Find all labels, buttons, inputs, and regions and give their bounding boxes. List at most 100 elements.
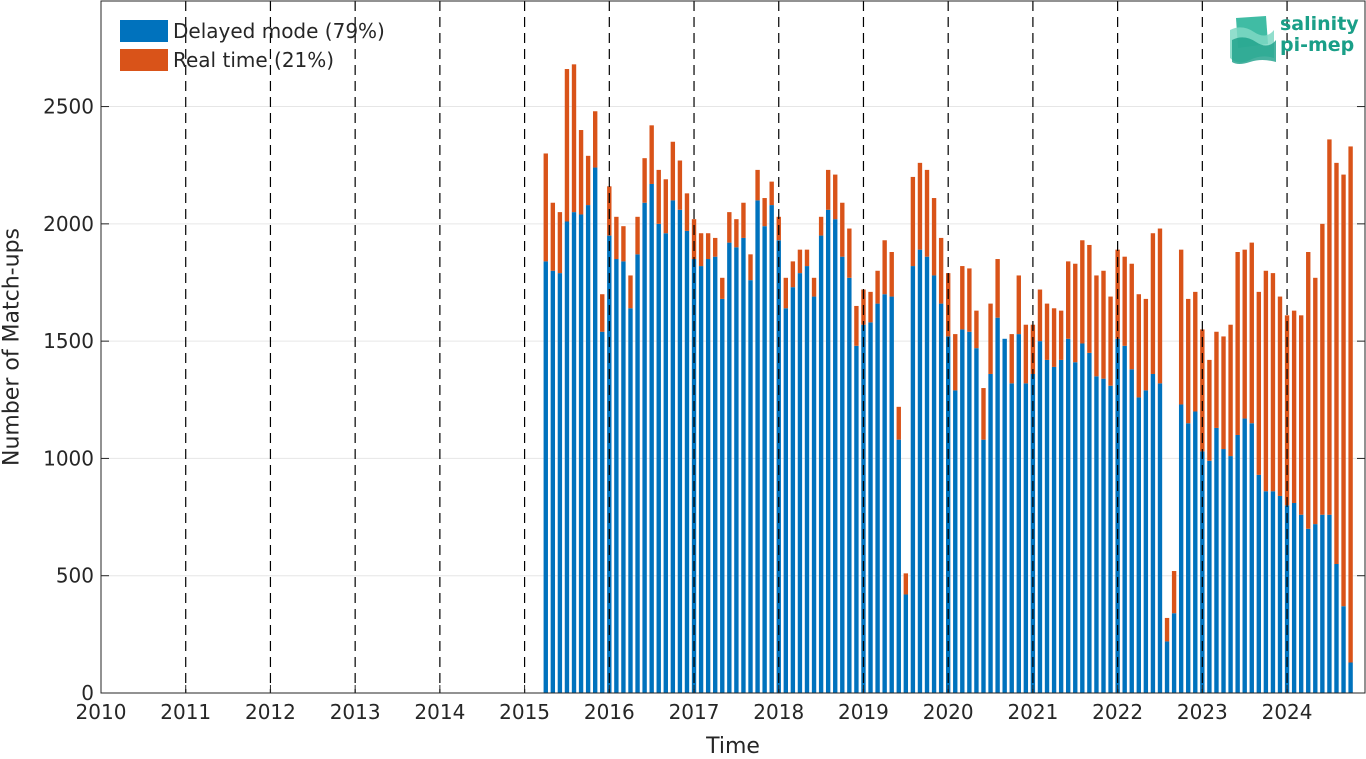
bar-realtime: [1150, 233, 1156, 374]
bar-delayed: [635, 254, 640, 693]
bar-realtime: [910, 176, 916, 267]
bar-delayed: [1066, 338, 1071, 693]
bar-delayed: [677, 209, 683, 693]
bar-delayed: [642, 202, 647, 694]
legend-item-delayed: Delayed mode (79%): [120, 16, 385, 45]
bar-delayed: [1058, 359, 1064, 693]
bar-realtime: [981, 388, 986, 440]
bar-realtime: [875, 270, 880, 304]
bar-realtime: [1186, 298, 1191, 424]
bar-delayed: [607, 235, 612, 693]
bar-realtime: [1313, 277, 1318, 525]
bar-delayed: [1306, 528, 1311, 693]
x-tick-label: 2017: [669, 700, 720, 724]
bar-realtime: [847, 228, 852, 278]
salinity-pi-mep-logo: salinity pi-mep: [1228, 13, 1359, 66]
bar-delayed: [811, 296, 817, 693]
legend-item-realtime: Real time (21%): [120, 45, 385, 74]
bar-realtime: [1214, 331, 1219, 428]
bar-delayed: [1242, 418, 1247, 693]
bar-realtime: [790, 261, 796, 288]
bar-realtime: [825, 169, 831, 210]
bar-realtime: [882, 240, 887, 295]
bar-delayed: [910, 266, 916, 693]
bar-realtime: [924, 169, 930, 257]
bar-realtime: [868, 291, 873, 323]
bar-delayed: [1341, 606, 1346, 693]
bar-realtime: [543, 153, 548, 262]
bar-delayed: [1207, 460, 1212, 693]
x-axis: 2010 2011 2012 2013 2014 2015 2016 2017 2018 2019…: [76, 685, 1313, 724]
bar-delayed: [1235, 434, 1240, 693]
y-tick-label: 0: [81, 681, 94, 705]
bar-realtime: [727, 212, 732, 243]
x-tick-label: 2014: [414, 700, 465, 724]
plot-frame: [100, 0, 1366, 694]
bar-realtime: [720, 277, 725, 299]
x-tick-label: 2016: [584, 700, 635, 724]
bar-realtime: [1044, 303, 1050, 360]
bar-realtime: [748, 254, 753, 281]
bar-realtime: [684, 193, 690, 231]
bar-delayed: [1178, 404, 1184, 693]
bar-realtime: [1221, 336, 1226, 450]
x-tick-label: 2021: [1007, 700, 1058, 724]
bar-realtime: [1129, 263, 1134, 370]
bar-delayed: [875, 303, 880, 693]
bar-realtime: [946, 273, 951, 337]
bar-delayed: [1291, 502, 1297, 693]
bar-delayed: [593, 167, 598, 694]
bar-realtime: [649, 125, 654, 184]
y-tick-label: 500: [56, 564, 94, 588]
bar-realtime: [840, 202, 845, 257]
bar-delayed: [557, 273, 563, 693]
y-tick-label: 2000: [43, 212, 94, 236]
bar-realtime: [1341, 174, 1346, 607]
bar-realtime: [585, 155, 591, 206]
bar-delayed: [1164, 641, 1170, 693]
bar-delayed: [600, 331, 605, 693]
bar-delayed: [705, 259, 711, 693]
bar-delayed: [995, 317, 1000, 693]
bar-realtime: [818, 216, 824, 236]
bar-realtime: [713, 237, 718, 257]
bar-realtime: [635, 216, 640, 255]
bar-realtime: [1242, 249, 1247, 419]
bar-realtime: [833, 174, 838, 220]
bar-realtime: [600, 294, 605, 332]
bar-delayed: [917, 249, 923, 693]
bar-realtime: [1087, 244, 1092, 353]
bar-delayed: [1186, 423, 1191, 693]
bar-delayed: [1334, 563, 1339, 693]
bar-realtime: [1023, 324, 1029, 384]
bar-delayed: [1044, 359, 1050, 693]
bar-realtime: [1256, 291, 1262, 475]
bar-delayed: [670, 200, 676, 693]
legend-label-delayed: Delayed mode (79%): [173, 18, 385, 43]
bar-delayed: [1016, 334, 1021, 693]
bar-delayed: [1108, 385, 1113, 693]
logo-line-1: salinity: [1280, 13, 1359, 35]
bar-realtime: [783, 277, 788, 309]
bar-realtime: [755, 169, 760, 201]
bar-delayed: [1348, 662, 1353, 693]
x-tick-label: 2019: [838, 700, 889, 724]
bar-realtime: [1263, 270, 1269, 492]
bar-delayed: [840, 256, 845, 693]
bar-delayed: [1214, 427, 1219, 693]
bar-realtime: [564, 69, 570, 222]
bar-delayed: [1122, 345, 1127, 693]
bar-delayed: [1094, 376, 1099, 693]
bar-realtime: [1164, 617, 1170, 642]
bar-realtime: [571, 64, 577, 213]
y-tick-label: 1500: [43, 329, 94, 353]
bar-delayed: [1009, 383, 1014, 693]
bar-delayed: [882, 294, 887, 693]
bar-delayed: [1249, 423, 1254, 693]
bar-realtime: [1073, 263, 1078, 363]
bar-delayed: [974, 348, 979, 693]
bar-realtime: [1122, 256, 1127, 346]
bar-realtime: [614, 216, 619, 260]
y-tick-label: 1000: [43, 446, 94, 470]
bar-realtime: [628, 275, 633, 309]
